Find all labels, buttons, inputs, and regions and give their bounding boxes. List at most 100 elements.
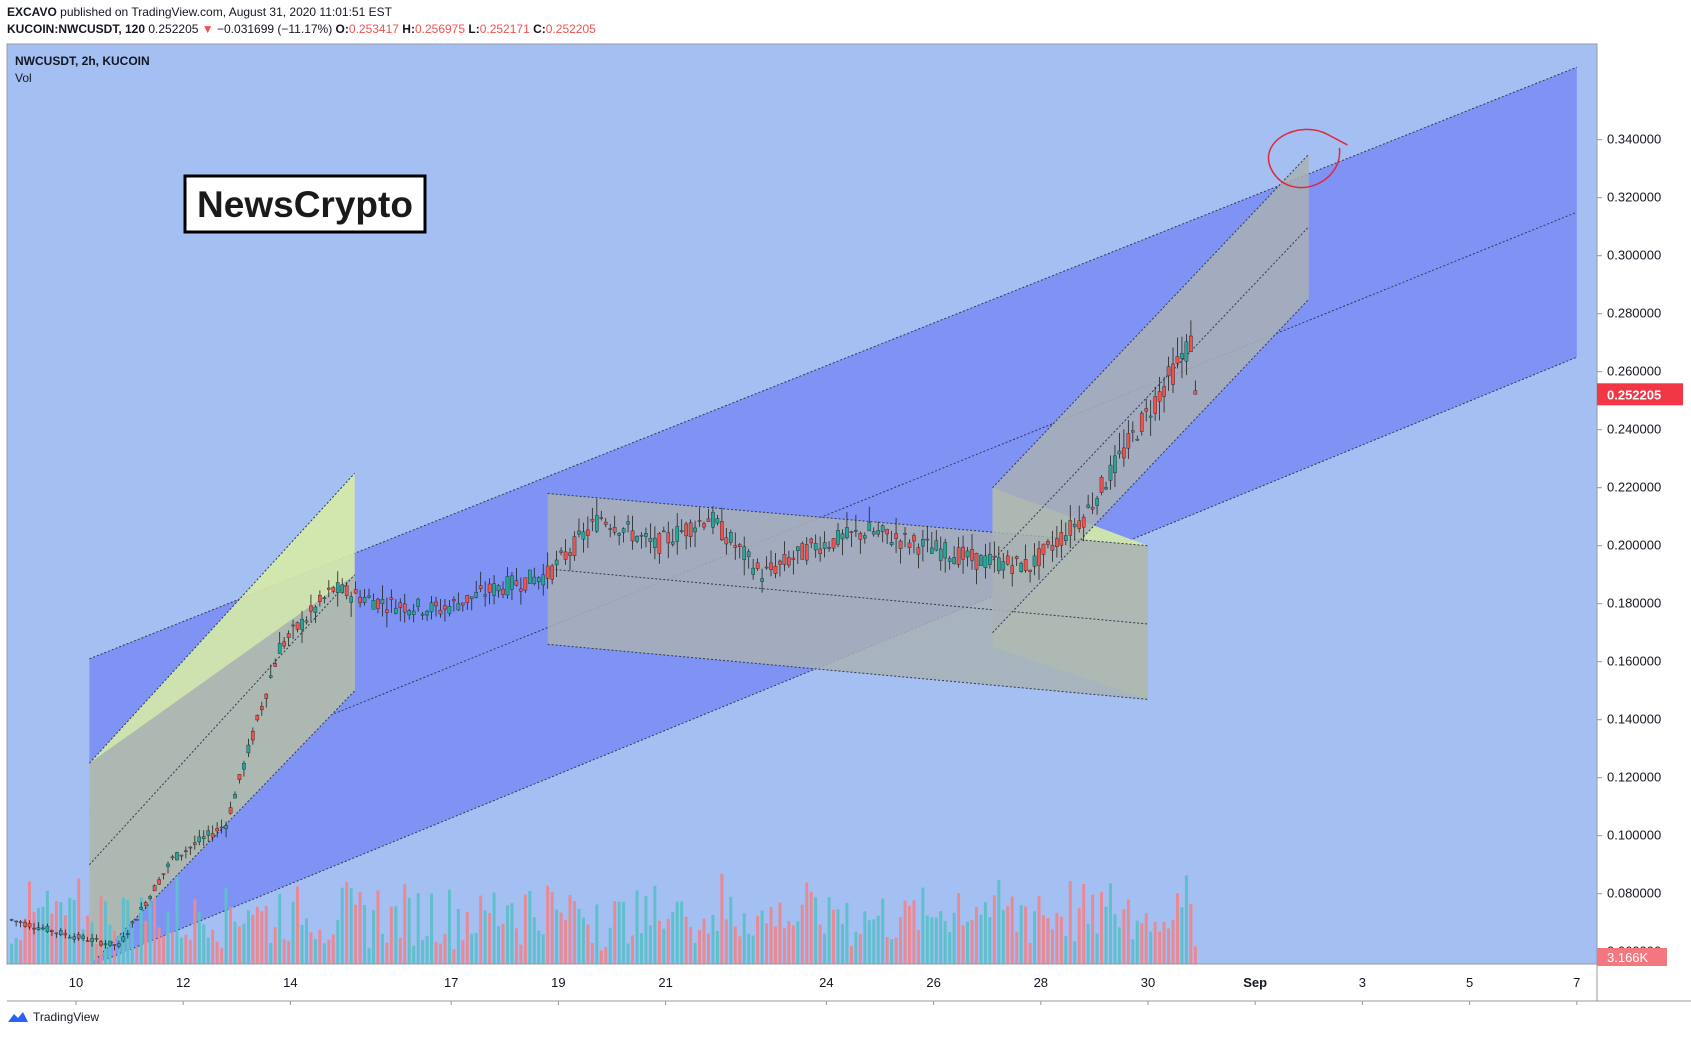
pane-symbol-title[interactable]: NWCUSDT, 2h, KUCOIN bbox=[15, 54, 150, 68]
candle-body bbox=[1005, 555, 1010, 565]
candle-body bbox=[1046, 541, 1050, 545]
gray-left-upper-line[interactable] bbox=[89, 472, 356, 764]
candle-body bbox=[1144, 408, 1149, 412]
volume-bar bbox=[818, 924, 822, 964]
price-tick-label: 0.240000 bbox=[1607, 422, 1661, 437]
candle-body bbox=[889, 542, 894, 545]
candle-body bbox=[483, 594, 487, 597]
gray-desc-lower-line[interactable] bbox=[547, 643, 1149, 700]
candle-body bbox=[863, 535, 867, 539]
volume-bar bbox=[246, 910, 250, 964]
price-tick-label: 0.200000 bbox=[1607, 538, 1661, 553]
price-tick-label: 0.140000 bbox=[1607, 712, 1661, 727]
candle-body bbox=[1041, 543, 1046, 555]
volume-bar bbox=[702, 918, 706, 964]
gray-desc-median-line[interactable] bbox=[547, 568, 1149, 625]
volume-bar bbox=[1024, 906, 1028, 964]
price-tick-label: 0.300000 bbox=[1607, 248, 1661, 263]
volume-bar bbox=[23, 918, 27, 964]
tradingview-logo-icon[interactable] bbox=[7, 1010, 29, 1024]
gray-desc-upper-line[interactable] bbox=[547, 493, 1149, 547]
candle-body bbox=[626, 521, 630, 525]
candle-body bbox=[264, 693, 269, 699]
price-tick-label: 0.320000 bbox=[1607, 190, 1661, 205]
candle-body bbox=[845, 527, 849, 538]
volume-bar bbox=[229, 907, 233, 964]
gray-right-upper-line[interactable] bbox=[992, 153, 1310, 489]
footer-brand[interactable]: TradingView bbox=[33, 1010, 100, 1024]
candle-body bbox=[880, 525, 885, 533]
candle-body bbox=[1162, 386, 1166, 397]
volume-bar bbox=[671, 912, 675, 964]
candle-body bbox=[313, 606, 318, 613]
gray-right-median-line[interactable] bbox=[992, 226, 1310, 561]
volume-bar bbox=[95, 943, 99, 964]
candle-body bbox=[103, 943, 108, 946]
candle-body bbox=[50, 930, 54, 933]
candle-body bbox=[697, 520, 702, 522]
candle-body bbox=[1050, 545, 1055, 551]
gray-channel-left[interactable] bbox=[89, 574, 355, 967]
price-axis[interactable]: 0.0600000.0800000.1000000.1200000.140000… bbox=[1597, 132, 1661, 959]
author-name[interactable]: EXCAVO bbox=[7, 5, 57, 19]
volume-bar bbox=[304, 918, 308, 964]
last-price: 0.252205 bbox=[148, 22, 199, 36]
volume-bar bbox=[778, 902, 782, 964]
candle-body bbox=[385, 609, 389, 613]
candle-body bbox=[1099, 476, 1104, 493]
volume-bar bbox=[72, 899, 76, 964]
volume-bar bbox=[590, 942, 594, 964]
candle-body bbox=[755, 562, 760, 569]
volume-bar bbox=[233, 921, 237, 964]
candle-body bbox=[344, 585, 349, 596]
candle-body bbox=[438, 609, 443, 615]
volume-bar bbox=[1095, 933, 1099, 964]
volume-bar bbox=[36, 907, 40, 964]
blue-channel-median-line[interactable] bbox=[89, 211, 1577, 813]
volume-bar bbox=[162, 935, 166, 964]
volume-bar bbox=[1126, 899, 1130, 964]
watermark-text: NewsCrypto bbox=[197, 184, 413, 225]
time-axis[interactable]: 10 12 14 17 19 21 24 26 28 30 Sep 3 5 7 bbox=[69, 975, 1581, 1005]
candle-body bbox=[1032, 555, 1037, 567]
volume-bar bbox=[858, 934, 862, 964]
candle-body bbox=[1081, 516, 1086, 528]
volume-bar bbox=[885, 937, 889, 964]
volume-bar bbox=[336, 919, 340, 964]
circle-marker[interactable] bbox=[1267, 128, 1348, 189]
volume-bar bbox=[103, 901, 107, 964]
volume-bar bbox=[492, 892, 496, 964]
candle-body bbox=[925, 538, 930, 541]
candle-body bbox=[206, 830, 211, 836]
volume-bar bbox=[202, 924, 206, 964]
candle-body bbox=[563, 551, 568, 560]
pane-volume-label[interactable]: Vol bbox=[15, 71, 32, 85]
candle-body bbox=[1086, 504, 1090, 508]
candle-body bbox=[380, 599, 385, 604]
volume-bar bbox=[19, 939, 23, 964]
publish-header: EXCAVO published on TradingView.com, Aug… bbox=[7, 5, 392, 19]
gray-left-median-line[interactable] bbox=[89, 574, 356, 866]
candle-body bbox=[201, 836, 206, 839]
candle-body bbox=[277, 643, 282, 654]
volume-bar bbox=[358, 891, 362, 964]
volume-bar bbox=[1073, 941, 1077, 964]
volume-bar bbox=[139, 897, 143, 964]
volume-bar bbox=[827, 897, 831, 964]
volume-bar bbox=[662, 928, 666, 964]
candle-body bbox=[108, 940, 112, 946]
volume-bar bbox=[974, 906, 978, 964]
price-tick-label: 0.260000 bbox=[1607, 364, 1661, 379]
candle-body bbox=[974, 553, 979, 570]
volume-bar bbox=[666, 918, 670, 964]
blue-channel-upper-line[interactable] bbox=[89, 66, 1577, 660]
volume-bar bbox=[416, 893, 420, 964]
candle-body bbox=[523, 577, 528, 591]
volume-bar bbox=[483, 910, 487, 964]
gray-right-lower-line[interactable] bbox=[992, 298, 1310, 634]
volume-bar bbox=[738, 936, 742, 964]
footer: TradingView bbox=[7, 1010, 99, 1024]
volume-bar bbox=[77, 878, 81, 964]
candle-body bbox=[179, 854, 184, 857]
